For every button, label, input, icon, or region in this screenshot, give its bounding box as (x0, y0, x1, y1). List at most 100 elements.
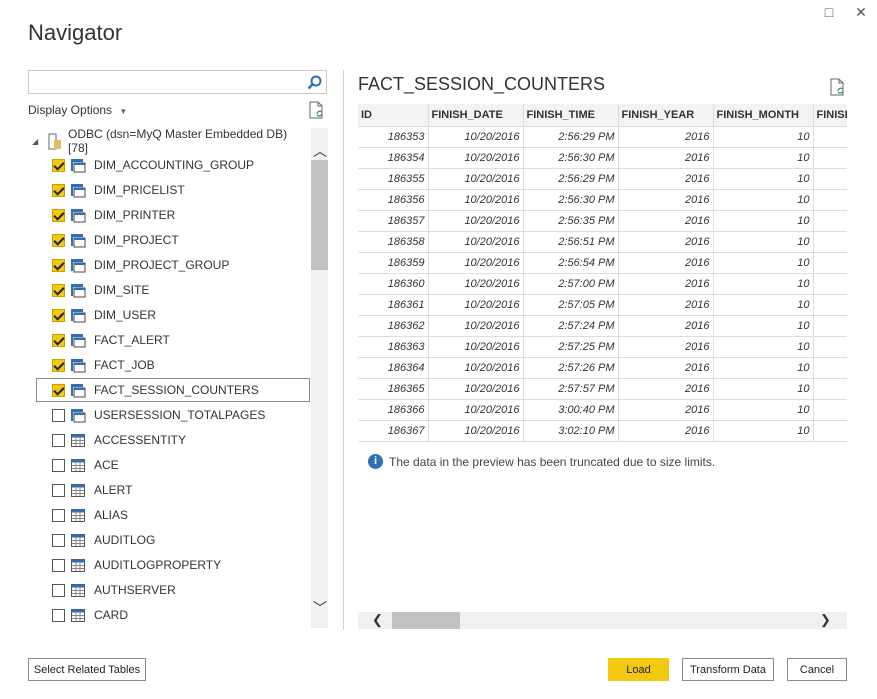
scroll-right-icon[interactable]: ❯ (820, 612, 831, 627)
table-cell: 2016 (618, 315, 714, 337)
cancel-button[interactable]: Cancel (787, 658, 847, 681)
table-icon (71, 508, 85, 522)
tree-item[interactable]: AUDITLOGPROPERTY (28, 553, 310, 577)
checkbox[interactable] (52, 608, 65, 622)
tree-item[interactable]: DIM_PRINTER (28, 203, 310, 227)
tree-item[interactable]: ACCESSENTITY (28, 428, 310, 452)
table-icon (71, 583, 85, 597)
table-cell: 186360 (358, 273, 429, 295)
tree-item[interactable]: FACT_ALERT (28, 328, 310, 352)
tree-item[interactable]: DIM_ACCOUNTING_GROUP (28, 153, 310, 177)
table-icon (71, 608, 85, 622)
table-cell: 186358 (358, 231, 429, 253)
table-cell (813, 231, 847, 253)
tree-item[interactable]: ALERT (28, 478, 310, 502)
column-header[interactable]: FINISH_YEAR (618, 104, 714, 127)
scroll-down-icon[interactable]: ﹀ (313, 600, 327, 616)
table-cell: 2:56:30 PM (523, 189, 619, 211)
table-cell: 3:00:40 PM (523, 399, 619, 421)
tree-item[interactable]: DIM_PROJECT (28, 228, 310, 252)
load-button[interactable]: Load (608, 658, 669, 681)
checkbox[interactable] (52, 183, 65, 197)
checkbox[interactable] (52, 458, 65, 472)
info-icon: i (368, 454, 383, 469)
display-options-dropdown[interactable]: Display Options ▼ (28, 103, 127, 117)
checkbox[interactable] (52, 158, 65, 172)
column-header[interactable]: FINISH_MONTH (713, 104, 814, 127)
collapse-icon[interactable]: ◢ (32, 136, 39, 146)
tree-item-label: AUTHSERVER (94, 583, 176, 597)
checkbox[interactable] (52, 583, 65, 597)
checkbox[interactable] (52, 283, 65, 297)
checkbox[interactable] (52, 333, 65, 347)
table-cell (813, 294, 847, 316)
tree-item[interactable]: CARD (28, 603, 310, 627)
tree-item[interactable]: DIM_USER (28, 303, 310, 327)
checkbox[interactable] (52, 433, 65, 447)
checkbox[interactable] (52, 558, 65, 572)
table-cell: 186361 (358, 294, 429, 316)
search-icon[interactable] (307, 75, 322, 90)
checkbox[interactable] (52, 208, 65, 222)
tree-item[interactable]: USERSESSION_TOTALPAGES (28, 403, 310, 427)
tree-item[interactable]: DIM_PRICELIST (28, 178, 310, 202)
preview-hscrollbar-thumb[interactable] (392, 612, 460, 629)
table-cell: 10/20/2016 (428, 168, 524, 190)
preview-refresh-icon[interactable] (830, 78, 846, 96)
scroll-up-icon[interactable]: ︿ (313, 143, 327, 159)
tree-item[interactable]: AUDITLOG (28, 528, 310, 552)
table-cell: 186363 (358, 336, 429, 358)
column-header[interactable]: ID (358, 104, 429, 127)
table-cell: 10 (713, 294, 814, 316)
checkbox[interactable] (52, 308, 65, 322)
table-row: 186361 10/20/2016 2:57:05 PM 2016 10 (358, 294, 847, 316)
column-header[interactable]: FINISH_DATE (428, 104, 524, 127)
column-header[interactable]: FINISH_TIME (523, 104, 619, 127)
tree-item[interactable]: FACT_SESSION_COUNTERS (36, 378, 310, 402)
maximize-button[interactable]: □ (824, 4, 834, 20)
table-cell: 10 (713, 252, 814, 274)
tree-item[interactable]: AUTHSERVER (28, 578, 310, 602)
column-header[interactable]: FINISH (813, 104, 847, 127)
view-icon (71, 158, 86, 172)
table-cell (813, 147, 847, 169)
close-button[interactable]: ✕ (855, 4, 867, 20)
select-related-tables-button[interactable]: Select Related Tables (28, 658, 146, 681)
checkbox[interactable] (52, 383, 65, 397)
table-cell: 2016 (618, 126, 714, 148)
refresh-icon[interactable] (309, 101, 325, 119)
search-input[interactable] (28, 70, 327, 94)
transform-data-button[interactable]: Transform Data (682, 658, 774, 681)
checkbox[interactable] (52, 408, 65, 422)
checkbox[interactable] (52, 483, 65, 497)
table-cell: 10 (713, 378, 814, 400)
truncation-text: The data in the preview has been truncat… (389, 454, 716, 469)
tree-item[interactable]: FACT_JOB (28, 353, 310, 377)
table-cell: 10 (713, 126, 814, 148)
preview-hscrollbar[interactable] (358, 612, 847, 629)
tree-item[interactable]: DIM_PROJECT_GROUP (28, 253, 310, 277)
view-icon (71, 258, 86, 272)
checkbox[interactable] (52, 258, 65, 272)
tree-item[interactable]: DIM_SITE (28, 278, 310, 302)
tree-root[interactable]: ◢ ODBC (dsn=MyQ Master Embedded DB) [78] (28, 128, 310, 155)
scroll-left-icon[interactable]: ❮ (372, 612, 383, 627)
table-cell: 10 (713, 315, 814, 337)
tree-scrollbar-thumb[interactable] (311, 160, 328, 270)
view-icon (71, 333, 86, 347)
table-cell: 10/20/2016 (428, 378, 524, 400)
checkbox[interactable] (52, 233, 65, 247)
tree-item[interactable]: ACE (28, 453, 310, 477)
checkbox[interactable] (52, 533, 65, 547)
table-cell: 2016 (618, 231, 714, 253)
checkbox[interactable] (52, 508, 65, 522)
preview-table: ID FINISH_DATE FINISH_TIME FINISH_YEAR FINIS… (358, 104, 847, 442)
view-icon (71, 358, 86, 372)
tree-item[interactable]: ALIAS (28, 503, 310, 527)
table-row: 186357 10/20/2016 2:56:35 PM 2016 10 (358, 210, 847, 232)
table-cell (813, 357, 847, 379)
tree-item-label: FACT_JOB (94, 358, 155, 372)
view-icon (71, 283, 86, 297)
table-cell (813, 126, 847, 148)
checkbox[interactable] (52, 358, 65, 372)
